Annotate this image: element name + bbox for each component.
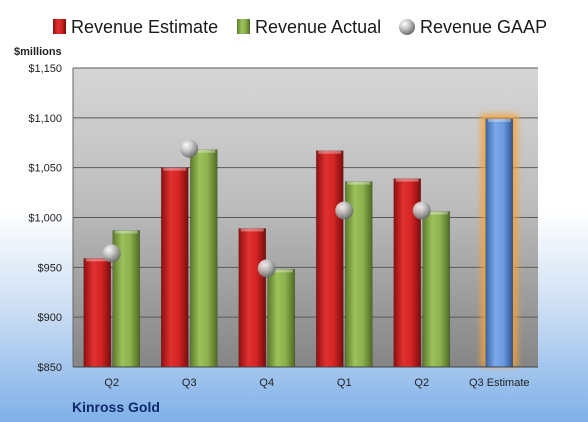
- legend-label-revenue-actual: Revenue Actual: [255, 17, 381, 37]
- bar-revenue-actual-top-highlight: [347, 181, 371, 185]
- y-tick-label: $1,050: [28, 163, 62, 175]
- marker-revenue-gaap: [180, 139, 199, 158]
- legend: Revenue Estimate Revenue Actual Revenue …: [53, 17, 547, 37]
- legend-swatch-revenue-estimate: [53, 19, 66, 34]
- y-tick-label: $900: [38, 312, 62, 324]
- x-tick-label: Q2: [414, 377, 429, 389]
- bar-revenue-actual-top-highlight: [114, 230, 138, 234]
- bar-revenue-actual: [267, 269, 296, 368]
- bar-revenue-estimate: [83, 258, 112, 368]
- bar-revenue-estimate-top-highlight: [395, 178, 419, 182]
- x-tick-label: Q2: [104, 377, 119, 389]
- marker-revenue-gaap: [102, 244, 121, 263]
- bar-revenue-actual-top-highlight: [424, 211, 448, 215]
- marker-revenue-gaap: [335, 201, 354, 220]
- bar-q3-estimate-top-highlight: [487, 118, 511, 122]
- gridlines: [73, 67, 538, 318]
- company-label: Kinross Gold: [72, 399, 160, 415]
- gaap-markers: [102, 139, 431, 278]
- x-tick-label: Q3 Estimate: [469, 377, 530, 389]
- bar-q3-estimate: [485, 118, 514, 368]
- bar-revenue-estimate: [315, 150, 344, 368]
- x-axis-labels: Q2 Q3 Q4 Q1 Q2 Q3 Estimate: [104, 377, 529, 389]
- bar-revenue-estimate: [160, 167, 189, 368]
- y-tick-label: $850: [38, 362, 62, 374]
- legend-label-revenue-gaap: Revenue GAAP: [420, 17, 547, 37]
- x-tick-label: Q1: [337, 377, 352, 389]
- marker-revenue-gaap: [412, 201, 431, 220]
- legend-swatch-revenue-gaap: [399, 19, 415, 35]
- y-axis-ticks: $850 $900 $950 $1,000 $1,050 $1,100 $1,150: [28, 63, 62, 374]
- bar-revenue-actual: [189, 149, 218, 368]
- bar-revenue-estimate: [238, 228, 267, 368]
- x-tick-label: Q4: [259, 377, 274, 389]
- bar-revenue-estimate-top-highlight: [163, 167, 187, 171]
- legend-item-revenue-estimate[interactable]: Revenue Estimate: [53, 17, 218, 37]
- bar-revenue-actual-top-highlight: [192, 149, 216, 153]
- y-tick-label: $1,150: [28, 63, 62, 75]
- y-tick-label: $1,000: [28, 213, 62, 225]
- legend-item-revenue-actual[interactable]: Revenue Actual: [237, 17, 381, 37]
- bar-revenue-estimate-top-highlight: [318, 150, 342, 154]
- legend-swatch-revenue-actual: [237, 19, 250, 34]
- y-tick-label: $1,100: [28, 113, 62, 125]
- bar-revenue-actual-top-highlight: [269, 269, 293, 273]
- unit-label: $millions: [14, 46, 62, 58]
- marker-revenue-gaap: [257, 259, 276, 278]
- x-tick-label: Q3: [182, 377, 197, 389]
- bar-revenue-actual: [422, 211, 451, 368]
- bar-revenue-estimate-top-highlight: [85, 258, 109, 262]
- legend-item-revenue-gaap[interactable]: Revenue GAAP: [399, 17, 547, 37]
- y-tick-label: $950: [38, 262, 62, 274]
- bar-revenue-estimate-top-highlight: [240, 228, 264, 232]
- legend-label-revenue-estimate: Revenue Estimate: [71, 17, 218, 37]
